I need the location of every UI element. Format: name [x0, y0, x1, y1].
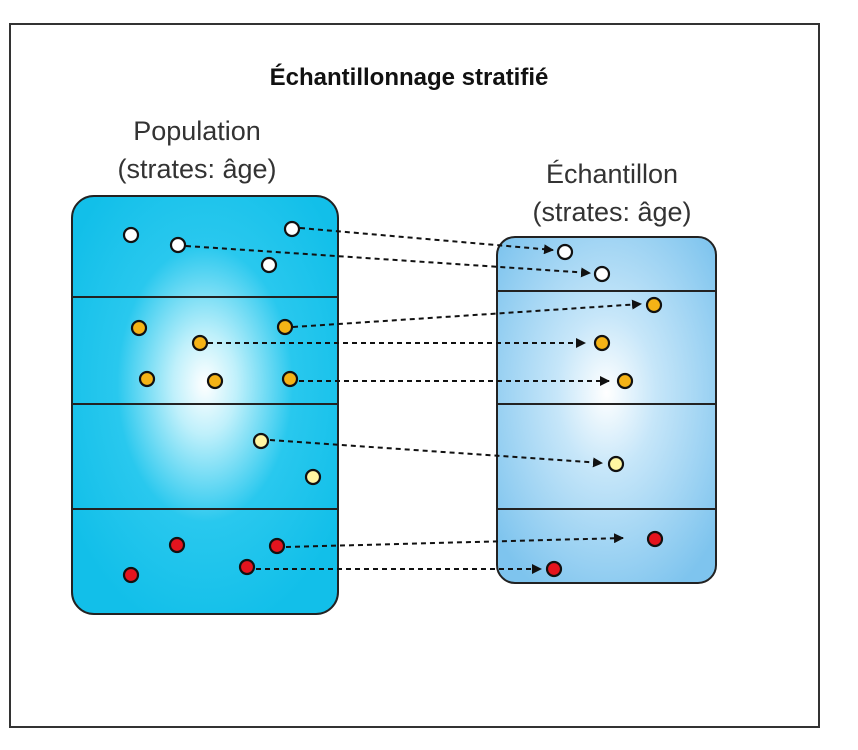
sample-point: [593, 334, 611, 352]
population-point: [169, 236, 187, 254]
diagram-title: Échantillonnage stratifié: [270, 63, 549, 91]
selection-arrow: [292, 299, 642, 328]
population-point: [238, 558, 256, 576]
sample-point: [646, 530, 664, 548]
selection-arrows: [185, 227, 642, 574]
sample-strata-label: (strates: âge): [532, 197, 691, 227]
population-label: Population: [133, 116, 261, 146]
population-point: [268, 537, 286, 555]
population-point: [206, 372, 224, 390]
population-point: [304, 468, 322, 486]
selection-arrow: [185, 245, 591, 278]
sample-point: [616, 372, 634, 390]
population-strata-label: (strates: âge): [117, 154, 276, 184]
population-box: [71, 195, 339, 615]
population-point: [252, 432, 270, 450]
selection-arrow: [269, 439, 603, 468]
population-point: [283, 220, 301, 238]
population-point: [130, 319, 148, 337]
sample-label: Échantillon: [546, 159, 678, 189]
population-point: [122, 226, 140, 244]
population-point: [281, 370, 299, 388]
population-points: [122, 220, 322, 584]
population-point: [138, 370, 156, 388]
sample-points: [545, 243, 664, 578]
population-point: [276, 318, 294, 336]
population-point: [260, 256, 278, 274]
sample-box: [496, 236, 717, 584]
sample-point: [593, 265, 611, 283]
sample-point: [556, 243, 574, 261]
selection-arrow: [299, 227, 554, 255]
sample-point: [545, 560, 563, 578]
population-point: [122, 566, 140, 584]
population-point: [168, 536, 186, 554]
population-point: [191, 334, 209, 352]
sample-point: [607, 455, 625, 473]
selection-arrow: [285, 533, 624, 548]
sample-point: [645, 296, 663, 314]
